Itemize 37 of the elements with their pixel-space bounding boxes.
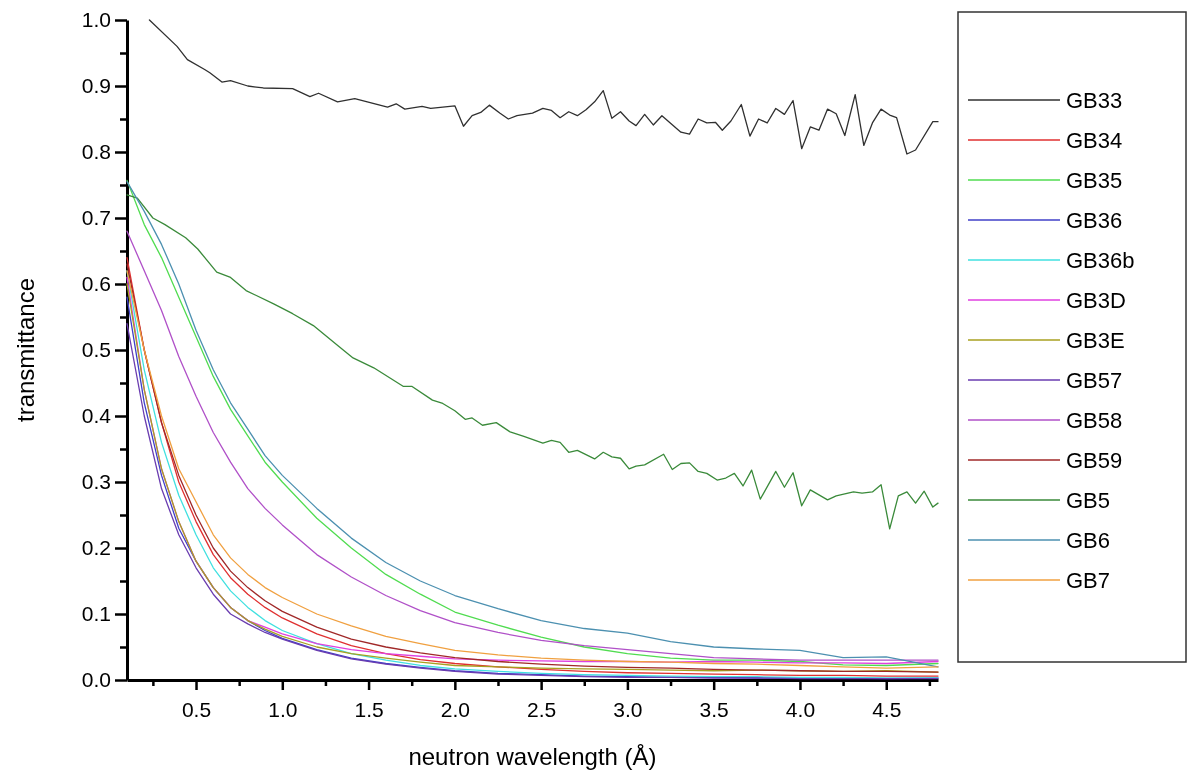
y-tick-label: 0.3: [81, 470, 111, 494]
legend-label: GB6: [1066, 528, 1111, 553]
x-axis-title: neutron wavelength (Å): [408, 743, 657, 770]
x-tick-label: 4.5: [872, 697, 902, 721]
legend-label: GB58: [1066, 408, 1123, 433]
legend-label: GB5: [1066, 488, 1111, 513]
x-tick-label: 2.5: [527, 697, 557, 721]
line-series: [126, 194, 939, 530]
line-series: [148, 19, 939, 155]
legend-label: GB35: [1066, 168, 1123, 193]
y-tick-label: 0.5: [81, 338, 111, 362]
legend-label: GB33: [1066, 88, 1123, 113]
y-tick-label: 1.0: [81, 8, 111, 32]
legend-label: GB57: [1066, 368, 1123, 393]
legend-label: GB7: [1066, 568, 1111, 593]
y-tick-label: 0.7: [81, 206, 111, 230]
y-tick-label: 0.0: [81, 668, 111, 692]
y-tick-label: 0.1: [81, 602, 111, 626]
x-tick-label: 1.0: [268, 697, 298, 721]
y-tick-label: 0.2: [81, 536, 111, 560]
legend-label: GB36b: [1066, 248, 1135, 273]
legend-label: GB36: [1066, 208, 1123, 233]
legend-label: GB59: [1066, 448, 1123, 473]
x-tick-label: 1.5: [354, 697, 384, 721]
x-tick-label: 2.0: [440, 697, 470, 721]
x-tick-label: 3.0: [613, 697, 643, 721]
x-tick-label: 0.5: [181, 697, 212, 721]
legend-label: GB3E: [1066, 328, 1125, 353]
y-tick-label: 0.8: [81, 140, 111, 164]
y-axis-title: transmittance: [12, 277, 39, 423]
x-tick-label: 3.5: [699, 697, 729, 721]
legend-label: GB3D: [1066, 288, 1126, 313]
y-tick-label: 0.9: [81, 74, 111, 98]
y-tick-label: 0.4: [81, 404, 112, 428]
legend-label: GB34: [1066, 128, 1123, 153]
y-tick-label: 0.6: [81, 272, 111, 296]
x-tick-label: 4.0: [785, 697, 816, 721]
